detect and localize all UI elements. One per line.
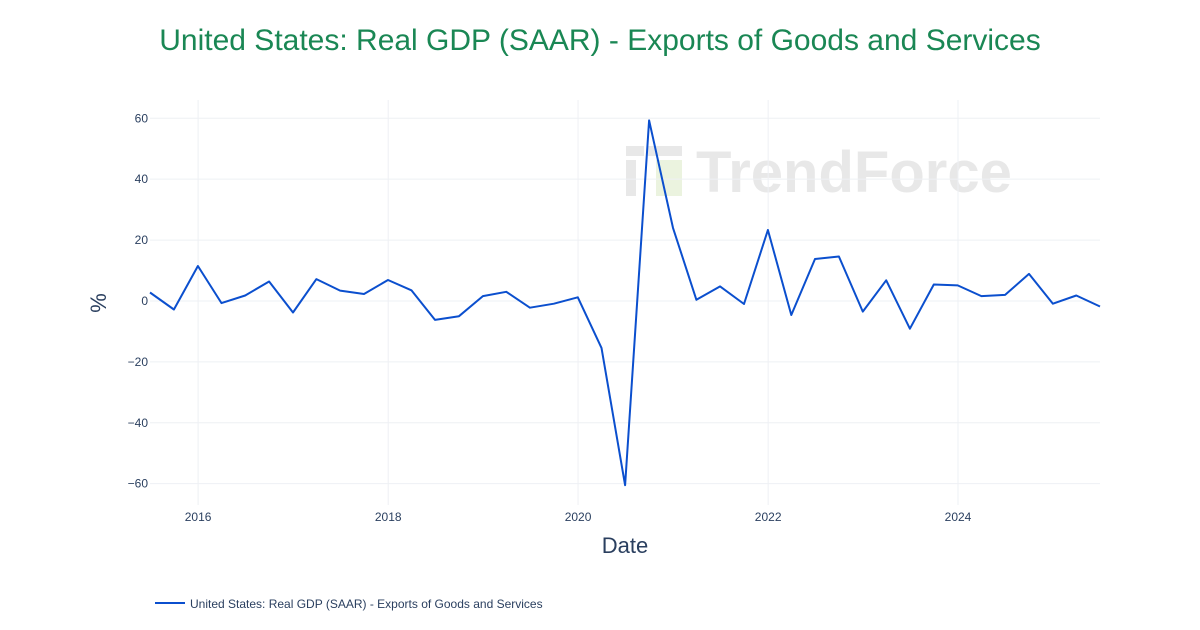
data-point[interactable] <box>1050 301 1056 307</box>
watermark-text: TrendForce <box>696 140 1012 205</box>
data-point[interactable] <box>741 301 747 307</box>
series-layer <box>147 117 1103 488</box>
data-point[interactable] <box>622 482 628 488</box>
data-point[interactable] <box>171 307 177 313</box>
watermark-mark-bar-right <box>648 146 682 156</box>
data-point[interactable] <box>219 300 225 306</box>
trendforce-watermark-logo: TrendForce <box>626 140 1012 205</box>
x-tick-label: 2016 <box>185 510 212 524</box>
x-axis-title: Date <box>602 533 648 558</box>
axis-ticks: 2016 2018 2020 2022 2024 60 40 20 0 −20 −40 −60 <box>128 111 972 524</box>
data-point[interactable] <box>432 317 438 323</box>
data-point[interactable] <box>242 293 248 299</box>
legend[interactable]: United States: Real GDP (SAAR) - Exports… <box>155 597 543 611</box>
data-point[interactable] <box>503 289 509 295</box>
data-point[interactable] <box>765 227 771 233</box>
data-point[interactable] <box>1002 292 1008 298</box>
chart-title: United States: Real GDP (SAAR) - Exports… <box>159 24 1040 57</box>
data-point[interactable] <box>788 312 794 318</box>
watermark-mark-block <box>656 160 682 196</box>
data-point[interactable] <box>717 283 723 289</box>
data-point[interactable] <box>836 254 842 260</box>
data-point[interactable] <box>812 256 818 262</box>
data-point[interactable] <box>361 291 367 297</box>
x-tick-label: 2018 <box>375 510 402 524</box>
data-point[interactable] <box>290 310 296 316</box>
data-point[interactable] <box>337 288 343 294</box>
data-point[interactable] <box>599 345 605 351</box>
data-point[interactable] <box>978 293 984 299</box>
data-point[interactable] <box>907 326 913 332</box>
watermark-mark-bar-left <box>626 160 636 196</box>
legend-label: United States: Real GDP (SAAR) - Exports… <box>190 597 543 611</box>
data-point[interactable] <box>551 301 557 307</box>
data-point[interactable] <box>385 277 391 283</box>
y-axis-title: % <box>86 293 111 313</box>
data-point[interactable] <box>670 225 676 231</box>
watermark-mark-bar-top <box>626 146 644 156</box>
data-point[interactable] <box>480 293 486 299</box>
series-line <box>149 119 1101 487</box>
y-tick-label: 0 <box>141 294 148 308</box>
data-point[interactable] <box>575 294 581 300</box>
y-tick-label: 60 <box>135 111 149 125</box>
data-point[interactable] <box>860 309 866 315</box>
data-point[interactable] <box>931 282 937 288</box>
data-point[interactable] <box>147 290 153 296</box>
data-point[interactable] <box>1073 293 1079 299</box>
data-point[interactable] <box>1026 271 1032 277</box>
y-tick-label: −20 <box>128 355 149 369</box>
y-tick-label: 40 <box>135 172 149 186</box>
y-tick-label: −60 <box>128 477 149 491</box>
data-point[interactable] <box>408 287 414 293</box>
x-tick-label: 2022 <box>755 510 782 524</box>
data-point[interactable] <box>456 313 462 319</box>
data-point[interactable] <box>955 282 961 288</box>
gridlines <box>150 100 1100 505</box>
data-point[interactable] <box>313 276 319 282</box>
y-tick-label: 20 <box>135 233 149 247</box>
data-point[interactable] <box>883 277 889 283</box>
data-point[interactable] <box>646 117 652 123</box>
x-tick-label: 2020 <box>565 510 592 524</box>
data-point[interactable] <box>527 305 533 311</box>
data-point[interactable] <box>1097 304 1103 310</box>
x-tick-label: 2024 <box>945 510 972 524</box>
data-point[interactable] <box>195 263 201 269</box>
data-point[interactable] <box>693 297 699 303</box>
data-point[interactable] <box>266 279 272 285</box>
y-tick-label: −40 <box>128 416 149 430</box>
